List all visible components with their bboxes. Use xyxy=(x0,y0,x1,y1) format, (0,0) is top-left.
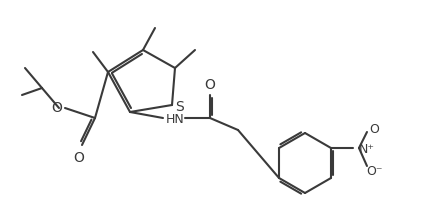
Text: O: O xyxy=(204,77,215,91)
Text: O: O xyxy=(368,123,378,136)
Text: O⁻: O⁻ xyxy=(366,165,382,178)
Text: S: S xyxy=(175,99,184,113)
Text: HN: HN xyxy=(165,113,184,126)
Text: O: O xyxy=(52,101,62,115)
Text: O: O xyxy=(73,151,84,165)
Text: N⁺: N⁺ xyxy=(358,143,374,156)
